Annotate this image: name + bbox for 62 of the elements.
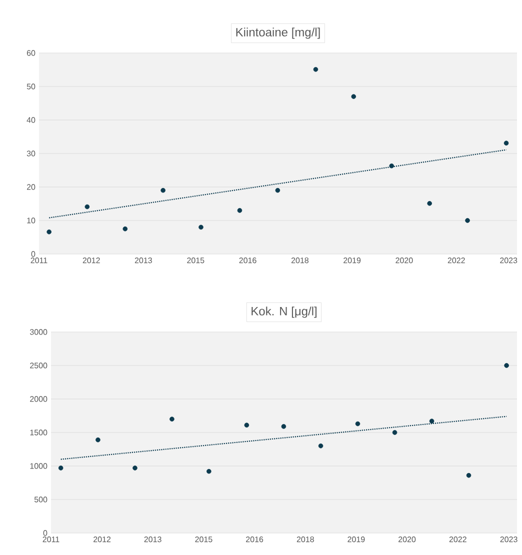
x-tick-label: 2016 bbox=[246, 536, 264, 542]
x-tick-label: 2019 bbox=[344, 258, 361, 264]
x-tick-label: 2015 bbox=[195, 536, 212, 542]
y-tick-label: 60 bbox=[26, 50, 36, 56]
point bbox=[465, 218, 470, 223]
point bbox=[244, 422, 250, 428]
point bbox=[58, 466, 64, 470]
point bbox=[466, 472, 472, 478]
point bbox=[504, 140, 509, 146]
point bbox=[46, 229, 52, 234]
x-tick-label: 2020 bbox=[396, 258, 413, 264]
x-tick-label: 2022 bbox=[448, 258, 465, 264]
point bbox=[160, 188, 166, 193]
point bbox=[84, 204, 90, 210]
y-tick-label: 1000 bbox=[30, 463, 48, 469]
point bbox=[96, 437, 100, 442]
x-tick-label: 2023 bbox=[500, 536, 518, 542]
y-tick-label: 2000 bbox=[30, 396, 48, 402]
y-tick-label: 2500 bbox=[30, 362, 48, 368]
point bbox=[198, 224, 204, 230]
x-tick-label: 2015 bbox=[187, 258, 204, 264]
chart-title: Kok. N [μg/l] bbox=[252, 306, 316, 318]
point bbox=[313, 67, 318, 72]
y-tick-label: 20 bbox=[26, 184, 36, 190]
point bbox=[206, 468, 212, 474]
point bbox=[504, 363, 509, 368]
y-tick-label: 500 bbox=[34, 496, 48, 502]
y-tick-label: 40 bbox=[26, 117, 36, 123]
y-tick-label: 10 bbox=[27, 218, 36, 224]
x-tick-label: 2022 bbox=[449, 536, 466, 542]
chart-title: Kiintoaine [mg/l] bbox=[236, 28, 320, 39]
point bbox=[318, 443, 324, 448]
x-tick-label: 2016 bbox=[239, 258, 256, 264]
y-tick-label: 50 bbox=[26, 84, 36, 90]
y-tick-label: 0 bbox=[31, 251, 36, 257]
point bbox=[237, 208, 242, 213]
y-tick-label: 3000 bbox=[30, 329, 48, 335]
point bbox=[389, 163, 394, 168]
x-tick-label: 2012 bbox=[94, 536, 111, 542]
point bbox=[427, 201, 432, 206]
x-tick-label: 2012 bbox=[82, 258, 100, 264]
x-tick-label: 2013 bbox=[144, 536, 162, 542]
x-tick-label: 2018 bbox=[291, 258, 308, 264]
point bbox=[351, 94, 356, 99]
x-tick-label: 2011 bbox=[30, 258, 48, 264]
y-tick-label: 0 bbox=[43, 530, 48, 536]
point bbox=[281, 424, 286, 429]
y-tick-label: 1500 bbox=[30, 430, 48, 436]
point bbox=[275, 188, 280, 193]
point bbox=[355, 421, 360, 426]
x-tick-label: 2013 bbox=[134, 258, 152, 264]
x-tick-label: 2023 bbox=[500, 258, 518, 264]
x-tick-label: 2020 bbox=[398, 536, 416, 542]
x-tick-label: 2019 bbox=[348, 536, 365, 542]
point bbox=[392, 430, 398, 435]
point bbox=[122, 226, 128, 232]
point bbox=[170, 416, 174, 422]
point bbox=[429, 418, 434, 424]
y-tick-label: 30 bbox=[26, 150, 36, 156]
x-tick-label: 2018 bbox=[296, 536, 314, 542]
x-tick-label: 2011 bbox=[42, 536, 60, 542]
point bbox=[132, 466, 138, 470]
